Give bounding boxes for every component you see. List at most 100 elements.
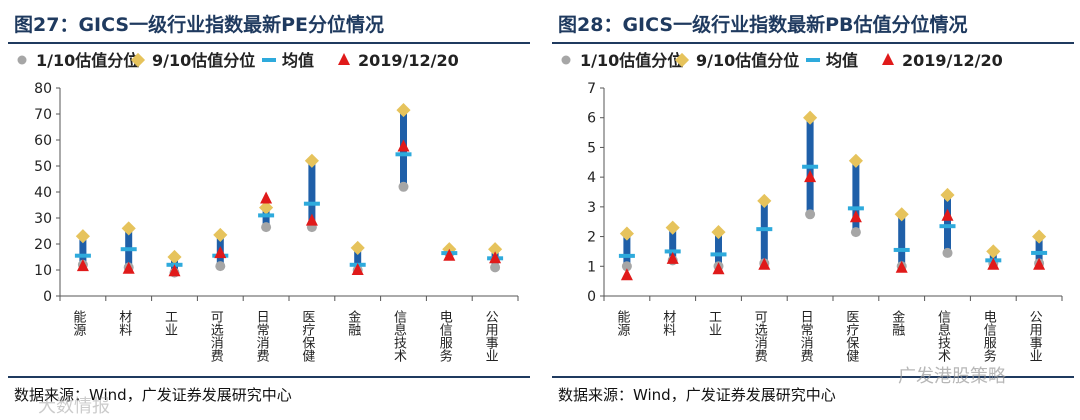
legend-label: 1/10估值分位 [580, 51, 683, 70]
x-category-label: 金融 [345, 309, 361, 336]
pb-chart-title: 图28：GICS一级行业指数最新PB估值分位情况 [558, 14, 968, 36]
mean-point [303, 201, 320, 206]
title-divider [8, 42, 530, 44]
legend-p10-marker [561, 55, 571, 65]
pb-chart-source: 数据来源：Wind，广发证券发展研究中心 [558, 386, 836, 404]
mean-point [1031, 250, 1048, 255]
mean-point [664, 249, 681, 254]
range-bar [760, 200, 768, 264]
latest-point [305, 213, 318, 226]
y-tick-label: 60 [34, 133, 52, 149]
legend-label: 2019/12/20 [902, 51, 1003, 70]
legend-latest-marker [882, 53, 894, 65]
x-category-label: 电信服务 [437, 310, 453, 362]
x-category-label: 医疗保健 [299, 310, 315, 363]
legend-label: 1/10估值分位 [36, 51, 139, 70]
x-category-label: 公用事业 [483, 310, 499, 362]
range-bar [1035, 236, 1043, 264]
y-tick-label: 2 [587, 230, 596, 246]
legend-p90-marker [674, 52, 690, 68]
y-tick-label: 0 [43, 289, 52, 305]
range-bar [944, 194, 951, 253]
range-bar [898, 214, 906, 267]
p90-point [665, 220, 680, 235]
range-bar [623, 233, 631, 267]
mean-point [710, 252, 727, 257]
latest-point [351, 263, 364, 275]
range-bar [852, 160, 860, 233]
x-category-label: 工业 [706, 310, 722, 336]
y-tick-label: 20 [34, 237, 52, 253]
range-bar [715, 232, 722, 267]
latest-point [620, 268, 633, 281]
p90-point [940, 187, 955, 203]
x-category-label: 电信服务 [981, 310, 997, 362]
p90-point [121, 221, 136, 236]
watermark-left: 大数情报 [38, 396, 110, 417]
legend-label: 均值 [282, 51, 314, 70]
latest-point [849, 210, 862, 223]
x-category-label: 公用事业 [1027, 310, 1043, 362]
p90-point [167, 249, 182, 265]
y-tick-label: 10 [34, 263, 52, 279]
x-category-label: 可选消费 [208, 310, 224, 362]
p90-point [75, 229, 90, 244]
mean-point [258, 213, 275, 218]
latest-point [260, 191, 273, 204]
y-tick-label: 80 [34, 81, 52, 97]
legend-latest-marker [338, 53, 350, 65]
legend-label: 均值 [826, 51, 858, 70]
range-bar [354, 247, 362, 270]
p90-point [894, 207, 909, 222]
p90-point [803, 110, 818, 125]
x-category-label: 日常消费 [254, 310, 270, 362]
latest-point [1033, 257, 1046, 270]
p90-point [488, 242, 503, 257]
y-tick-label: 4 [587, 170, 596, 186]
pb-chart: 1/10估值分位 9/10估值分位 均值 2019/12/20 0 1 2 3 4 5 6 7 能源 材料… [561, 51, 1063, 363]
p10-point [850, 227, 861, 238]
x-category-label: 工业 [162, 310, 178, 336]
p10-point [261, 222, 272, 233]
legend-label: 9/10估值分位 [152, 51, 255, 70]
range-bar [79, 236, 87, 265]
y-tick-label: 0 [587, 289, 596, 305]
p90-point [304, 153, 319, 168]
x-category-label: 金融 [889, 309, 905, 336]
p90-point [396, 103, 411, 118]
p90-point [259, 200, 274, 215]
watermark-right: 广发港股策略 [898, 366, 1006, 387]
x-category-label: 能源 [70, 310, 86, 336]
x-category-label: 材料 [660, 310, 676, 336]
mean-point [939, 224, 956, 229]
y-tick-label: 1 [587, 259, 596, 275]
latest-point [895, 260, 908, 273]
latest-point [941, 208, 954, 221]
mean-point [893, 247, 910, 252]
x-category-label: 医疗保健 [843, 310, 859, 363]
mean-point [120, 247, 137, 252]
range-bar [308, 160, 316, 228]
p90-point [848, 153, 863, 168]
x-category-label: 可选消费 [752, 310, 768, 362]
pe-chart: 1/10估值分位 9/10估值分位 均值 2019/12/20 0 10 20 30 40 50 6… [17, 51, 519, 363]
title-divider [552, 42, 1074, 44]
y-tick-label: 7 [587, 81, 596, 97]
mean-point [618, 253, 635, 258]
p90-point [213, 227, 228, 242]
pe-chart-panel: 图27：GICS一级行业指数最新PE分位情况 1/10估值分位 9/10估值分位 均… [8, 0, 538, 420]
latest-point [712, 262, 725, 275]
legend-label: 2019/12/20 [358, 51, 459, 70]
mean-point [395, 152, 412, 157]
x-category-label: 材料 [116, 310, 132, 336]
y-tick-label: 3 [587, 200, 596, 216]
mean-point [756, 227, 773, 232]
latest-point [804, 170, 817, 183]
pe-chart-title: 图27：GICS一级行业指数最新PE分位情况 [14, 14, 384, 36]
legend-mean-marker [262, 58, 276, 62]
latest-point [443, 248, 456, 261]
y-tick-label: 30 [34, 211, 52, 227]
y-tick-label: 40 [34, 185, 52, 201]
pe-chart-source: 数据来源：Wind，广发证券发展研究中心 [14, 386, 292, 404]
latest-point [489, 251, 502, 264]
